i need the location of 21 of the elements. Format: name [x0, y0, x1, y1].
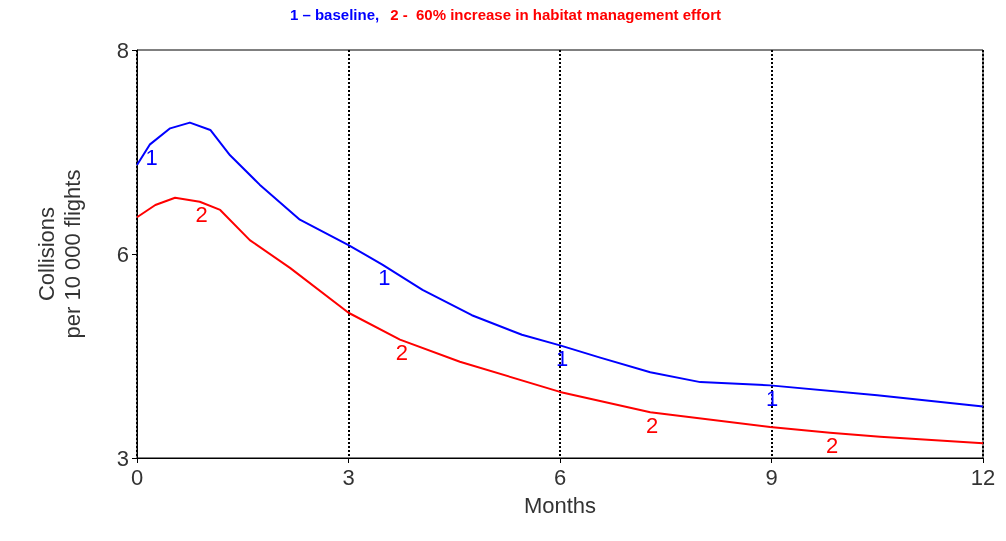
x-tick-label: 12	[970, 464, 996, 490]
annotation: 2	[195, 202, 208, 228]
annotation: 1	[145, 145, 158, 171]
annotation: 1	[555, 345, 569, 371]
y-tick-label: 3	[116, 445, 129, 471]
y-axis-title: Collisions per 10 000 flights	[33, 169, 85, 339]
annotation: 1	[765, 385, 779, 411]
annotation: 2	[825, 433, 839, 459]
y-tick-label: 8	[116, 37, 129, 63]
x-tick-label: 9	[765, 464, 778, 490]
text: 1 – baseline,	[289, 6, 380, 23]
line-series	[136, 121, 984, 408]
annotation: 1	[378, 265, 391, 291]
x-tick-label: 0	[130, 464, 144, 490]
text: 2 - 60% increase in habitat management effort	[390, 6, 722, 23]
x-tick-label: 3	[342, 464, 355, 490]
annotation: 2	[646, 412, 659, 438]
x-tick-label: 6	[553, 464, 567, 490]
annotation: 2	[395, 340, 409, 366]
y-tick-label: 6	[116, 241, 129, 267]
x-axis-title: Months	[523, 493, 597, 519]
